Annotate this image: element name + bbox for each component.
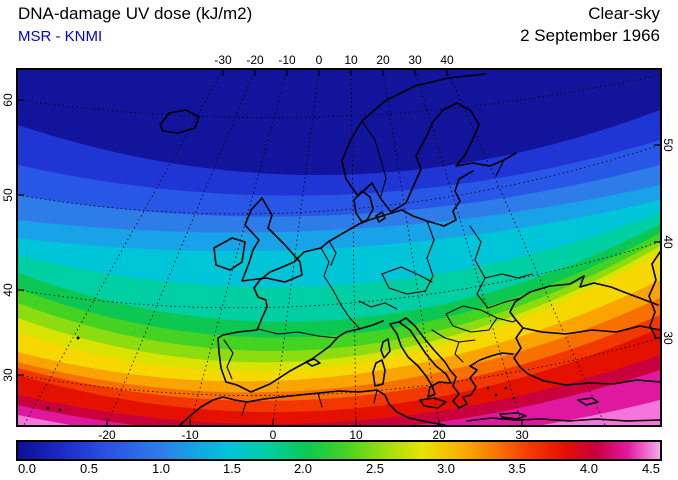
border-norway-sweden [361,120,387,197]
great-britain-coast [241,197,303,283]
page-title: DNA-damage UV dose (kJ/m2) [18,4,253,23]
balearics-coast [305,358,321,367]
axis-tick-marks [18,70,660,425]
border-finland-russia [495,159,505,177]
border-balkans [431,329,476,363]
bottom-tick-0: 0 [269,428,277,442]
ireland-coast [213,237,246,271]
border-alps [358,300,398,310]
border-poland-east [469,225,489,309]
colorbar-label-0.0: 0.0 [17,461,37,476]
top-tick-0: 0 [315,53,323,67]
sardinia-coast [372,359,386,387]
left-tick-30: 30 [1,368,15,382]
colorbar-label-3.5: 3.5 [507,461,527,476]
top-tick--30: -30 [214,53,232,67]
aegean-island-1 [486,386,490,390]
iceland-coast [159,109,200,134]
bottom-tick--10: -10 [181,428,199,442]
colorbar-label-0.5: 0.5 [79,461,99,476]
canary-island-2 [58,408,62,412]
danish-isles [375,211,386,223]
top-tick-30: 30 [408,53,422,67]
top-tick--10: -10 [278,53,296,67]
sicily-coast [419,397,447,409]
colorbar-label-4.0: 4.0 [579,461,599,476]
top-tick--20: -20 [246,53,264,67]
scandinavia-coast [341,73,517,213]
uv-field [18,70,660,446]
madeira-island [76,336,80,340]
border-hungary-romania [445,305,498,333]
corsica-coast [380,338,391,359]
colorbar-label-4.5: 4.5 [641,461,661,476]
right-tick-40: 40 [661,235,675,249]
bottom-tick-20: 20 [432,428,446,442]
border-france-east [320,247,360,329]
bottom-tick-10: 10 [349,428,363,442]
colorbar-label-3.0: 3.0 [436,461,456,476]
colorbar-label-2.5: 2.5 [365,461,385,476]
border-czech [381,266,433,295]
uv-map-svg [17,69,661,446]
border-ukraine [484,273,533,309]
denmark-coast [353,190,374,223]
balkan-greece-coast [398,317,514,409]
graticule-lines [17,69,661,426]
country-borders [223,120,533,416]
top-tick-40: 40 [440,53,454,67]
right-tick-30: 30 [661,331,675,345]
bottom-tick-30: 30 [515,428,529,442]
north-africa-coast [179,389,661,426]
left-tick-60: 60 [1,93,15,107]
border-benelux [328,240,337,266]
data-source-label: MSR - KNMI [18,28,103,45]
border-pyrenees [257,328,338,339]
coastlines [46,73,661,426]
continental-coast [217,170,474,393]
crete-coast [499,412,527,420]
cyprus-coast [577,397,599,406]
black-sea-coast [509,275,659,329]
left-tick-40: 40 [1,283,15,297]
colorbar-label-2.0: 2.0 [293,461,313,476]
top-tick-20: 20 [376,53,390,67]
bottom-tick--20: -20 [98,428,116,442]
date-label: 2 September 1966 [520,26,660,45]
europe-uv-map [16,68,662,446]
border-spain-portugal [223,339,234,380]
aegean-island-4 [512,396,516,400]
left-tick-50: 50 [1,188,15,202]
colorbar-label-1.5: 1.5 [222,461,242,476]
aegean-island-3 [504,386,508,390]
caspian-coast [648,251,661,339]
top-tick-10: 10 [344,53,358,67]
italy-coast [389,321,452,398]
right-tick-50: 50 [661,138,675,152]
canary-island-1 [46,406,50,410]
turkey-coast [513,325,661,386]
sky-condition-label: Clear-sky [588,4,660,23]
border-north-africa [241,389,378,416]
border-bulgaria [496,317,517,323]
aegean-island-2 [494,393,498,397]
uv-dose-colorbar [16,440,662,461]
colorbar-label-1.0: 1.0 [151,461,171,476]
